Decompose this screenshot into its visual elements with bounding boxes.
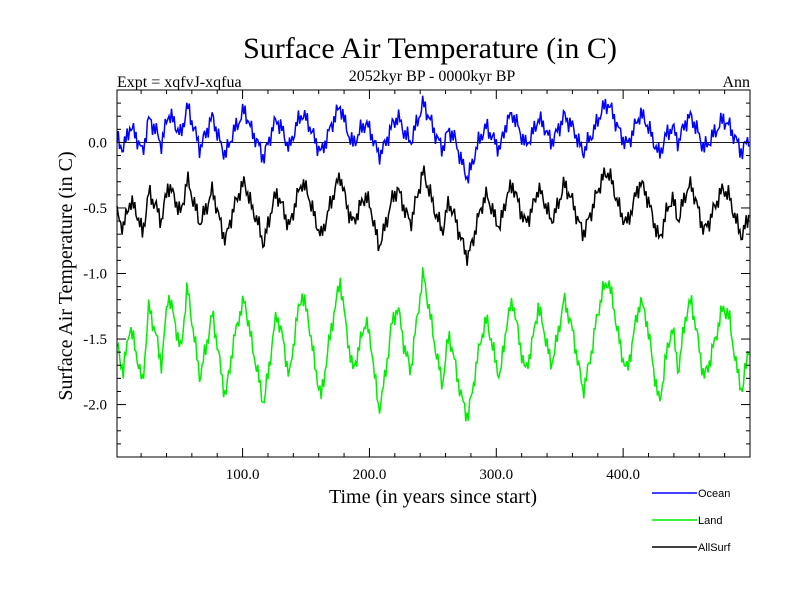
series-line-allsurf [116,165,750,266]
legend: Ocean Land AllSurf [652,488,731,554]
y-tick-label-0: 0.0 [88,135,107,151]
x-tick-label-200: 200.0 [353,467,387,483]
y-tick-label-4: -2.0 [83,398,107,414]
plot-frame [116,89,751,458]
y-axis-label: Surface Air Temperature (in C) [55,151,77,400]
x-tick-label-300: 300.0 [479,467,513,483]
season-label: Ann [722,74,750,91]
legend-label-land: Land [698,515,722,527]
series-line-land [116,267,750,422]
chart-title: Surface Air Temperature (in C) [243,32,617,65]
legend-label-allsurf: AllSurf [698,542,731,554]
y-tick-label-2: -1.0 [83,267,107,283]
x-tick-label-100: 100.0 [226,467,260,483]
plot-area: 100.0 200.0 300.0 400.0 0.0 -0.5 -1.0 -1.5 -2.0 [83,89,751,483]
experiment-label: Expt = xqfvJ-xqfua [117,74,242,91]
y-tick-label-3: -1.5 [83,332,107,348]
x-tick-label-400: 400.0 [606,467,640,483]
x-axis-label: Time (in years since start) [329,486,537,508]
series-line-ocean [116,95,750,184]
chart-subtitle: 2052kyr BP - 0000kyr BP [349,68,516,85]
y-tick-label-1: -0.5 [83,201,107,217]
legend-label-ocean: Ocean [698,488,730,500]
